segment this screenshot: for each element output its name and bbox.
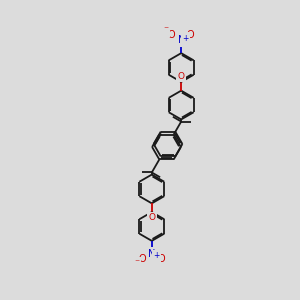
Text: O: O	[178, 72, 185, 81]
Text: O: O	[138, 254, 146, 264]
Text: O: O	[148, 213, 155, 222]
Text: O: O	[158, 254, 165, 264]
Text: O: O	[187, 30, 195, 40]
Text: ⁻: ⁻	[134, 259, 140, 269]
Text: +: +	[182, 34, 189, 43]
Text: +: +	[153, 251, 160, 260]
Text: ⁻: ⁻	[164, 25, 169, 35]
Text: N: N	[148, 249, 155, 259]
Text: O: O	[168, 30, 176, 40]
Text: N: N	[178, 35, 185, 45]
